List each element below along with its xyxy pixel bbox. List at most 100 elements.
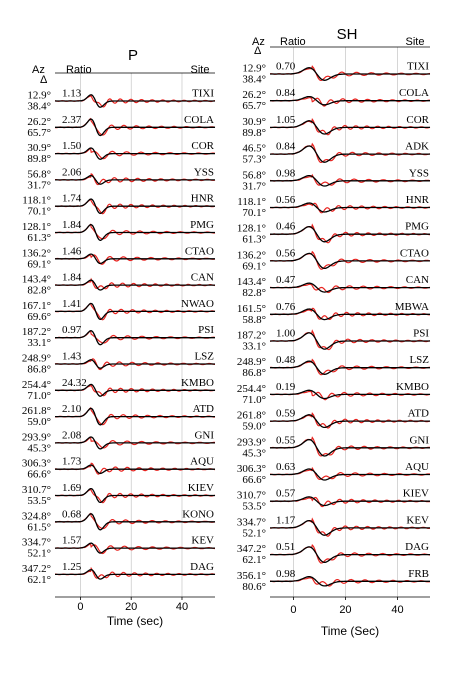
synthetic-waveform (55, 383, 215, 397)
azimuth: 254.4° (22, 379, 51, 391)
amplitude-ratio: 24.32 (62, 377, 87, 389)
azimuth: 26.2° (27, 116, 51, 128)
x-axis-label: Time (sec) (107, 614, 163, 628)
azimuth: 306.3° (237, 463, 266, 475)
station-name: KEV (191, 535, 214, 547)
station-name: HNR (406, 194, 430, 206)
amplitude-ratio: 0.46 (276, 221, 296, 233)
amplitude-ratio: 2.06 (62, 166, 82, 178)
az-header: Az (252, 36, 265, 48)
amplitude-ratio: 0.98 (276, 568, 296, 580)
panel-title: P (128, 47, 138, 64)
synthetic-waveform (270, 519, 430, 536)
amplitude-ratio: 0.70 (276, 61, 296, 73)
amplitude-ratio: 0.84 (276, 87, 296, 99)
synthetic-waveform (55, 407, 215, 426)
station-name: TIXI (407, 61, 429, 73)
az-header: Az (32, 64, 45, 76)
distance: 53.5° (242, 501, 266, 513)
station-name: NWAO (181, 298, 214, 310)
synthetic-waveform (55, 487, 215, 504)
amplitude-ratio: 0.47 (276, 274, 296, 286)
distance: 69.1° (242, 260, 266, 272)
station-name: LSZ (409, 354, 429, 366)
distance: 70.1° (27, 206, 51, 218)
synthetic-waveform (55, 302, 215, 320)
x-axis-label: Time (Sec) (321, 624, 379, 638)
station-name: FRB (408, 568, 429, 580)
amplitude-ratio: 0.98 (276, 167, 296, 179)
station-name: KONO (182, 508, 214, 520)
amplitude-ratio: 1.84 (62, 272, 82, 284)
station-name: GNI (194, 429, 214, 441)
azimuth: 334.7° (237, 516, 266, 528)
azimuth: 118.1° (22, 195, 51, 207)
station-name: KIEV (403, 488, 429, 500)
distance: 62.1° (27, 574, 51, 586)
station-name: COR (191, 140, 214, 152)
station-name: PMG (190, 219, 214, 231)
station-name: YSS (194, 166, 214, 178)
synthetic-waveform (55, 174, 215, 185)
distance: 65.7° (27, 127, 51, 139)
station-name: PSI (198, 324, 214, 336)
synthetic-waveform (270, 438, 430, 457)
azimuth: 167.1° (22, 300, 51, 312)
x-tick-label: 20 (339, 604, 351, 616)
synthetic-waveform (270, 468, 430, 481)
ratio-header: Ratio (66, 64, 92, 76)
azimuth: 136.2° (22, 247, 51, 259)
amplitude-ratio: 1.43 (62, 351, 82, 363)
x-tick-label: 0 (77, 601, 83, 613)
azimuth: 324.8° (22, 510, 51, 522)
amplitude-ratio: 1.25 (62, 561, 82, 573)
distance: 33.1° (242, 341, 266, 353)
distance: 86.8° (242, 367, 266, 379)
distance: 66.6° (27, 469, 51, 481)
delta-header: Δ (254, 45, 262, 57)
azimuth: 261.8° (237, 410, 266, 422)
station-name: COLA (184, 114, 214, 126)
amplitude-ratio: 0.76 (276, 301, 296, 313)
amplitude-ratio: 0.63 (276, 461, 296, 473)
amplitude-ratio: 0.56 (276, 194, 296, 206)
amplitude-ratio: 0.48 (276, 354, 296, 366)
amplitude-ratio: 0.56 (276, 247, 296, 259)
azimuth: 334.7° (22, 537, 51, 549)
azimuth: 310.7° (22, 484, 51, 496)
synthetic-waveform (270, 95, 430, 106)
amplitude-ratio: 0.97 (62, 324, 82, 336)
amplitude-ratio: 0.68 (62, 508, 82, 520)
amplitude-ratio: 1.46 (62, 245, 82, 257)
synthetic-waveform (55, 198, 215, 215)
distance: 82.8° (27, 285, 51, 297)
panel-title: SH (337, 26, 358, 43)
azimuth: 26.2° (242, 89, 266, 101)
amplitude-ratio: 2.10 (62, 403, 82, 415)
ratio-header: Ratio (280, 36, 306, 48)
amplitude-ratio: 1.41 (62, 298, 81, 310)
distance: 57.3° (242, 154, 266, 166)
station-name: TIXI (192, 88, 214, 100)
station-name: KEV (406, 514, 429, 526)
amplitude-ratio: 0.19 (276, 381, 296, 393)
azimuth: 187.2° (22, 326, 51, 338)
synthetic-waveform (270, 308, 430, 321)
x-tick-label: 40 (391, 604, 403, 616)
distance: 61.3° (242, 234, 266, 246)
azimuth: 12.9° (242, 63, 266, 75)
azimuth: 356.1° (237, 570, 266, 582)
azimuth: 261.8° (22, 405, 51, 417)
distance: 52.1° (242, 527, 266, 539)
azimuth: 161.5° (237, 303, 266, 315)
azimuth: 56.8° (27, 168, 51, 180)
azimuth: 30.9° (242, 116, 266, 128)
amplitude-ratio: 0.55 (276, 434, 296, 446)
synthetic-waveform (55, 542, 215, 554)
amplitude-ratio: 2.37 (62, 114, 82, 126)
azimuth: 143.4° (22, 274, 51, 286)
station-name: KMBO (181, 377, 214, 389)
azimuth: 128.1° (22, 221, 51, 233)
synthetic-waveform (270, 389, 430, 400)
